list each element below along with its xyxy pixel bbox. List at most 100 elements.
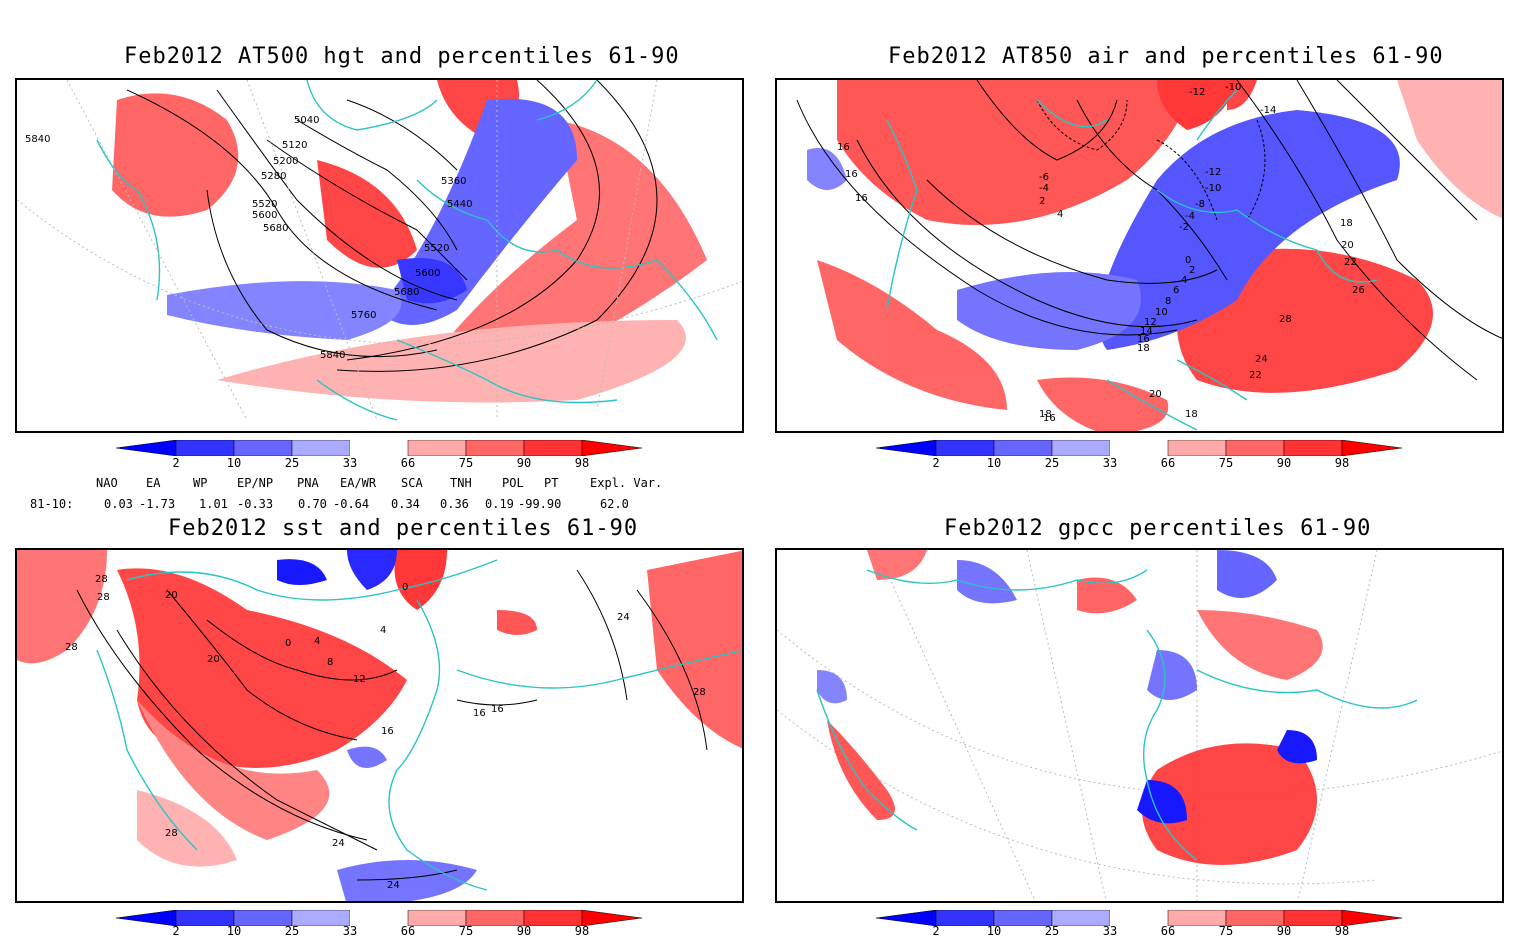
contour-label: 20	[1341, 240, 1354, 251]
contour-label: 8	[327, 657, 333, 668]
contour-label: 4	[314, 636, 320, 647]
index-value: -99.90	[518, 497, 562, 511]
contour-label: -4	[1185, 211, 1195, 222]
anomaly-cold	[807, 148, 847, 190]
index-header: NAO	[96, 476, 118, 490]
contour-label: 4	[380, 625, 386, 636]
colorbar-label: 75	[458, 924, 474, 938]
anomaly-cold	[277, 559, 327, 585]
contour-label: 24	[332, 838, 345, 849]
panel-title-hgt: Feb2012 AT500 hgt and percentiles 61-90	[124, 44, 680, 69]
contour-label: 5840	[25, 134, 50, 145]
anomaly-cold	[1147, 650, 1197, 700]
colorbar-segment	[1341, 910, 1403, 926]
colorbar-segment	[1110, 910, 1168, 926]
index-value: 0.03	[104, 497, 133, 511]
anomaly-warm	[867, 550, 927, 580]
colorbar-label: 75	[1218, 924, 1234, 938]
contour-label: 5840	[320, 350, 345, 361]
colorbar-label: 10	[226, 924, 242, 938]
colorbar-label: 33	[1102, 456, 1118, 470]
contour-label: 12	[353, 674, 366, 685]
contour-label: 16	[845, 169, 858, 180]
index-value: 1.01	[199, 497, 228, 511]
colorbar-segment	[175, 910, 235, 926]
colorbar-segment	[1051, 910, 1111, 926]
colorbar-label: 10	[986, 924, 1002, 938]
contour-label: 22	[1344, 257, 1357, 268]
map-sst: 28 28 28 20 0 4 8 12 16 16 24 24 28 20 2…	[15, 548, 744, 903]
anomaly-warm	[394, 550, 447, 610]
colorbar-segment	[523, 910, 583, 926]
anomaly-warm	[217, 320, 686, 403]
anomaly-cold	[817, 670, 847, 704]
contour-label: -4	[1039, 183, 1049, 194]
contour-label: 2	[1039, 196, 1045, 207]
colorbar-label: 25	[284, 456, 300, 470]
colorbar-segment	[1283, 440, 1343, 456]
index-header: EP/NP	[237, 476, 274, 490]
contour-labels-sst: 28 28 28 20 0 4 8 12 16 16 24 24 28 20 2…	[65, 574, 706, 891]
colorbar-label: 66	[400, 924, 416, 938]
colorbar-label: 75	[1218, 456, 1234, 470]
contour-label: 28	[95, 574, 108, 585]
colorbar-label: 2	[932, 456, 940, 470]
colorbar-segment	[233, 440, 293, 456]
index-value: -0.33	[237, 497, 274, 511]
contour-label: 5680	[263, 223, 288, 234]
colorbar-label: 10	[226, 456, 242, 470]
colorbar-label: 2	[932, 924, 940, 938]
index-value: 0.70	[298, 497, 327, 511]
contour-label: 20	[165, 590, 178, 601]
colorbar-segment	[1225, 910, 1285, 926]
map-air: -12 -10 -14 16 16 16 18 20 22 26 28 24 2…	[775, 78, 1504, 433]
contour-label: 5440	[447, 199, 472, 210]
contour-label: -8	[1195, 199, 1205, 210]
colorbar-segment	[465, 910, 525, 926]
anomaly-warm	[1142, 743, 1317, 865]
anomaly-warm	[1037, 377, 1169, 431]
anomaly-warm	[445, 120, 707, 382]
panel-title-gpcc: Feb2012 gpcc percentiles 61-90	[944, 516, 1372, 541]
colorbar-segment	[175, 440, 235, 456]
anomaly-cold	[957, 560, 1017, 604]
index-value: 0.34	[391, 497, 420, 511]
anomaly-warm	[827, 720, 895, 820]
contour-label: 26	[1352, 285, 1365, 296]
anomaly-warm	[1157, 80, 1237, 130]
index-row-label: 81-10:	[30, 497, 74, 511]
index-header: EA/WR	[340, 476, 377, 490]
colorbar-sst: 2 10 25 33 66 75 90 98	[116, 910, 646, 940]
coastline	[96, 559, 742, 891]
contour-label: -14	[1260, 105, 1276, 116]
colorbar-label: 25	[284, 924, 300, 938]
colorbar-segment	[1110, 440, 1168, 456]
coastline	[96, 80, 718, 421]
colorbar-label: 66	[400, 456, 416, 470]
map-air-svg: -12 -10 -14 16 16 16 18 20 22 26 28 24 2…	[777, 80, 1502, 431]
contour-label: 4	[1181, 275, 1187, 286]
anomaly-warm	[497, 610, 537, 635]
colorbar-label: 25	[1044, 924, 1060, 938]
contour-label: 5200	[273, 156, 298, 167]
contour-label: 5680	[394, 287, 419, 298]
anomaly-warm	[117, 568, 407, 768]
colorbar-label: 98	[1334, 456, 1350, 470]
index-header: SCA	[401, 476, 423, 490]
colorbar-segment	[581, 440, 643, 456]
colorbar-hgt: 2 10 25 33 66 75 90 98	[116, 440, 646, 474]
contour-label: 5280	[261, 171, 286, 182]
map-gpcc-svg	[777, 550, 1502, 901]
contour-label: 12	[1144, 317, 1157, 328]
anomaly-cold	[957, 272, 1141, 350]
colorbar-segment	[407, 910, 467, 926]
contour-label: 5520	[424, 243, 449, 254]
colorbar-segment	[876, 910, 937, 926]
colorbar-label: 98	[574, 456, 590, 470]
anomaly-cold	[347, 550, 397, 590]
colorbar-label: 33	[1102, 924, 1118, 938]
contour-labels-hgt: 5840 5040 5120 5200 5280 5360 5440 5520 …	[25, 115, 472, 361]
contour-label: -12	[1189, 87, 1205, 98]
anomaly-warm	[837, 80, 1197, 225]
contour-label: 5600	[252, 210, 277, 221]
